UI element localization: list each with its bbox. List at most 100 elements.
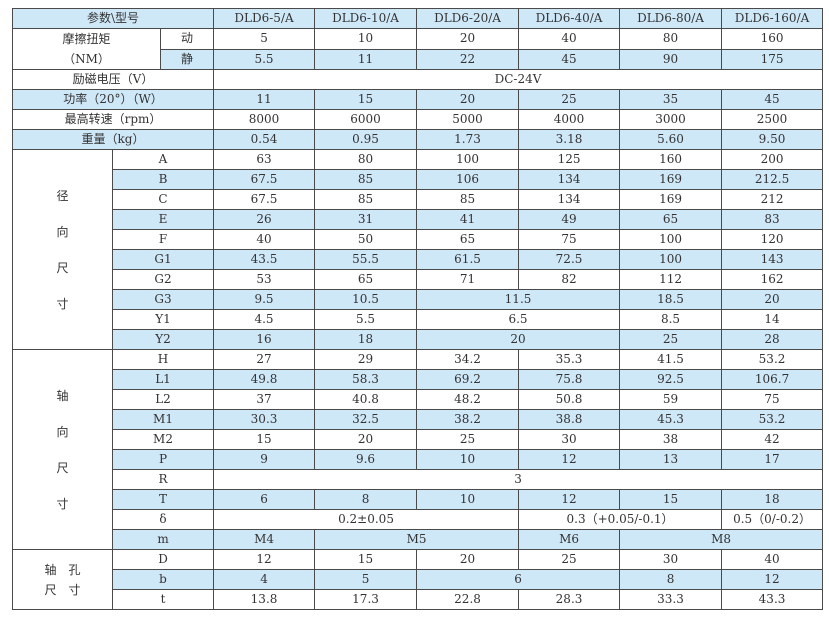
value-cell: 69.2 xyxy=(416,369,520,390)
value-cell: 100 xyxy=(619,229,723,250)
value-cell: 33.3 xyxy=(619,589,723,610)
value-cell: 12 xyxy=(518,449,621,470)
dimension-row: 轴 孔尺 寸 D 12 15 20 25 30 40 xyxy=(12,549,824,610)
value-cell: 83 xyxy=(721,209,824,230)
dimension-label: A xyxy=(111,149,215,170)
value-cell: M5 xyxy=(314,529,520,550)
dimension-row: M2 15 20 25 30 38 42 xyxy=(13,429,824,450)
value-cell: 0.3（+0.05/-0.1） xyxy=(518,509,723,530)
value-cell: 49 xyxy=(518,209,621,230)
value-cell: 6 xyxy=(416,569,621,590)
value-cell: 65 xyxy=(314,269,418,290)
value-cell: 10 xyxy=(416,489,520,510)
torque-row: 静 5.5 11 22 45 90 175 xyxy=(13,48,824,70)
value-cell: 43.3 xyxy=(721,589,824,610)
value-cell: 11 xyxy=(213,89,316,110)
section-title-char: 轴 xyxy=(56,388,69,403)
value-cell: 25 xyxy=(518,549,621,570)
value-cell: M6 xyxy=(518,529,621,550)
value-cell: 5000 xyxy=(416,109,520,130)
value-cell: 31 xyxy=(314,209,418,230)
value-cell: 9.6 xyxy=(314,449,418,470)
dimension-row: m M4 M5 M6 M8 xyxy=(13,529,824,550)
value-cell: 53.2 xyxy=(721,409,824,430)
value-cell: 162 xyxy=(721,269,824,290)
section-title-char: 尺 xyxy=(56,260,69,275)
value-cell: 22 xyxy=(416,48,520,70)
value-cell: 38 xyxy=(619,429,723,450)
dimension-label: δ xyxy=(111,509,215,530)
value-cell: 8 xyxy=(314,489,418,510)
dimension-row: Y2 16 18 20 25 28 xyxy=(13,329,824,350)
value-cell: 9.5 xyxy=(213,289,316,310)
value-cell: 67.5 xyxy=(213,189,316,210)
value-cell: 8.5 xyxy=(619,309,723,330)
value-cell: 49.8 xyxy=(213,369,316,390)
value-cell: 3 xyxy=(213,469,824,490)
value-cell: 12 xyxy=(213,549,316,570)
value-cell: 112 xyxy=(619,269,723,290)
dimension-row: E 26 31 41 49 65 83 xyxy=(13,209,824,230)
value-cell: 20 xyxy=(416,549,520,570)
dimension-row: t 13.8 17.3 22.8 28.3 33.3 43.3 xyxy=(13,589,824,610)
torque-title: 摩擦扭矩 xyxy=(62,32,111,46)
value-cell: 45.3 xyxy=(619,409,723,430)
value-cell: 9 xyxy=(213,449,316,470)
value-cell: 143 xyxy=(721,249,824,270)
value-cell: DC-24V xyxy=(213,69,824,90)
value-cell: 134 xyxy=(518,169,621,190)
dimension-label: R xyxy=(111,469,215,490)
value-cell: 65 xyxy=(416,229,520,250)
section-title-char: 尺 寸 xyxy=(44,582,81,597)
header-label: 参数\型号 xyxy=(11,8,215,29)
value-cell: 15 xyxy=(314,549,418,570)
torque-type-label: 动 xyxy=(159,28,215,50)
value-cell: 1.73 xyxy=(416,129,520,150)
value-cell: 25 xyxy=(619,329,723,350)
section-title-char: 径 xyxy=(56,188,69,203)
value-cell: 6.5 xyxy=(416,309,621,330)
value-cell: 32.5 xyxy=(314,409,418,430)
section-title-char: 尺 xyxy=(56,460,69,475)
torque-type-label: 静 xyxy=(159,48,215,70)
value-cell: 38.8 xyxy=(518,409,621,430)
value-cell: 12 xyxy=(518,489,621,510)
model-header: DLD6-40/A xyxy=(518,8,621,29)
value-cell: 35 xyxy=(619,89,723,110)
value-cell: 85 xyxy=(314,169,418,190)
value-cell: 106 xyxy=(416,169,520,190)
dimension-row: G3 9.5 10.5 11.5 18.5 20 xyxy=(13,289,824,310)
value-cell: 100 xyxy=(619,249,723,270)
value-cell: 75 xyxy=(518,229,621,250)
value-cell: 63 xyxy=(213,149,316,170)
value-cell: 17.3 xyxy=(314,589,418,610)
value-cell: 4 xyxy=(213,569,316,590)
dimension-row: T 6 8 10 12 15 18 xyxy=(13,489,824,510)
value-cell: 0.2±0.05 xyxy=(213,509,520,530)
value-cell: 25 xyxy=(416,429,520,450)
dimension-label: H xyxy=(111,349,215,370)
dimension-row: G1 43.5 55.5 61.5 72.5 100 143 xyxy=(13,249,824,270)
value-cell: 10 xyxy=(314,28,418,50)
value-cell: 85 xyxy=(416,189,520,210)
value-cell: 160 xyxy=(619,149,723,170)
param-label: 功率（20°）（W） xyxy=(11,89,215,110)
value-cell: 30 xyxy=(518,429,621,450)
value-cell: 53 xyxy=(213,269,316,290)
value-cell: 67.5 xyxy=(213,169,316,190)
value-cell: 169 xyxy=(619,169,723,190)
param-row: 重量（kg） 0.54 0.95 1.73 3.18 5.60 9.50 xyxy=(11,129,824,150)
value-cell: 55.5 xyxy=(314,249,418,270)
value-cell: 27 xyxy=(213,349,316,370)
section-title-char: 寸 xyxy=(56,496,69,511)
value-cell: 3000 xyxy=(619,109,723,130)
value-cell: 30.3 xyxy=(213,409,316,430)
value-cell: 10 xyxy=(416,449,520,470)
value-cell: 212.5 xyxy=(721,169,824,190)
value-cell: 5.5 xyxy=(314,309,418,330)
value-cell: 90 xyxy=(619,48,723,70)
value-cell: 18 xyxy=(314,329,418,350)
value-cell: 82 xyxy=(518,269,621,290)
model-header: DLD6-20/A xyxy=(416,8,520,29)
value-cell: 61.5 xyxy=(416,249,520,270)
